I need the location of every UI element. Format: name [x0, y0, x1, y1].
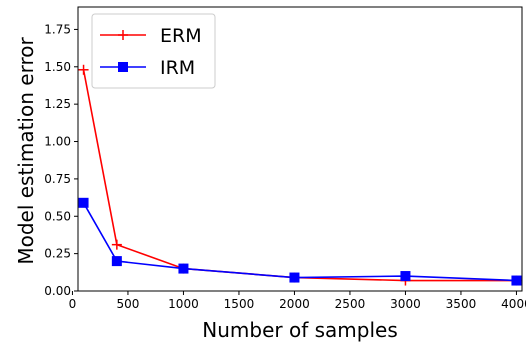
y-tick-label: 1.50: [44, 60, 71, 74]
data-point: [78, 197, 89, 208]
legend-item-erm: ERM: [100, 25, 202, 47]
x-tick-label: 3500: [446, 297, 477, 311]
legend-items: ERM IRM: [100, 25, 202, 79]
data-point: [111, 256, 122, 267]
legend-marker: [118, 62, 128, 72]
x-tick-label: 1000: [168, 297, 199, 311]
legend-label: ERM: [160, 25, 202, 47]
x-tick-label: 2500: [335, 297, 366, 311]
y-tick-label: 0.00: [44, 284, 71, 298]
legend-item-irm: IRM: [100, 57, 195, 79]
y-tick-label: 0.25: [44, 247, 71, 261]
series-irm: [78, 197, 522, 286]
y-tick-label: 1.00: [44, 135, 71, 149]
y-axis-title: Model estimation error: [14, 37, 38, 265]
x-tick-label: 2000: [279, 297, 310, 311]
data-point: [178, 263, 189, 274]
legend-marker: [118, 30, 128, 40]
y-axis: 0.00 0.25 0.50 0.75 1.00 1.25 1.50 1.75: [44, 22, 78, 298]
data-point: [289, 272, 300, 283]
series-layer: [78, 64, 522, 286]
data-point: [511, 275, 522, 286]
x-tick-label: 3000: [390, 297, 421, 311]
plot-frame: [77, 6, 523, 292]
legend-label: IRM: [160, 57, 195, 79]
data-point: [111, 239, 122, 250]
x-tick-label: 0: [69, 297, 77, 311]
y-tick-label: 0.50: [44, 209, 71, 223]
x-axis-title: Number of samples: [202, 318, 397, 342]
x-tick-label: 500: [116, 297, 139, 311]
y-tick-label: 1.75: [44, 22, 71, 36]
legend: ERM IRM: [91, 13, 216, 89]
series-line: [82, 202, 517, 282]
y-tick-label: 0.75: [44, 172, 71, 186]
data-point: [400, 271, 411, 282]
y-tick-label: 1.25: [44, 97, 71, 111]
x-tick-label: 1500: [224, 297, 255, 311]
data-point: [78, 64, 89, 75]
